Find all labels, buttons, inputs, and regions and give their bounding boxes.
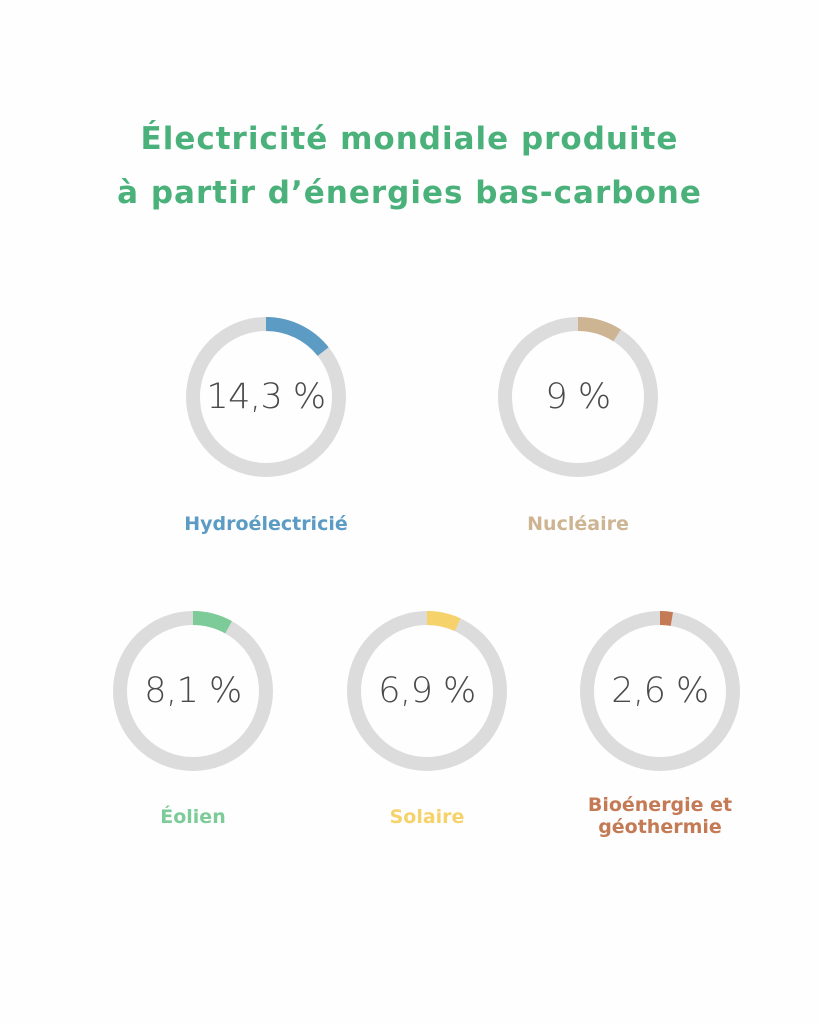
donut-4: 2,6 % [575, 606, 745, 776]
donut-slice-3 [347, 611, 507, 771]
chart-title-line-2: à partir d’énergies bas-carbone [117, 175, 702, 211]
series-label: Hydroélectricié [184, 513, 348, 535]
donut-slice-2 [113, 611, 273, 771]
series-label: Éolien [160, 806, 226, 828]
series-label: Nucléaire [527, 513, 629, 535]
donut-svg [113, 611, 273, 771]
donut-value: 14,3 % [206, 377, 326, 417]
donut-1: 9 % [493, 312, 663, 482]
donut-svg [580, 611, 740, 771]
donut-2: 8,1 % [108, 606, 278, 776]
donut-slice-1 [498, 317, 658, 477]
donut-svg [347, 611, 507, 771]
chart-title: Électricité mondiale produite à partir d… [0, 112, 819, 220]
donut-slice-4 [580, 611, 740, 771]
donut-value: 6,9 % [378, 671, 476, 711]
donut-3: 6,9 % [342, 606, 512, 776]
donut-value: 9 % [545, 377, 611, 417]
donut-0: 14,3 % [181, 312, 351, 482]
donut-svg [186, 317, 346, 477]
series-label: Solaire [389, 806, 465, 828]
donut-value: 2,6 % [611, 671, 709, 711]
donut-svg [498, 317, 658, 477]
series-label: Bioénergie et géothermie [587, 794, 733, 838]
chart-title-line-1: Électricité mondiale produite [140, 121, 679, 157]
donut-slice-0 [186, 317, 346, 477]
donut-value: 8,1 % [144, 671, 242, 711]
